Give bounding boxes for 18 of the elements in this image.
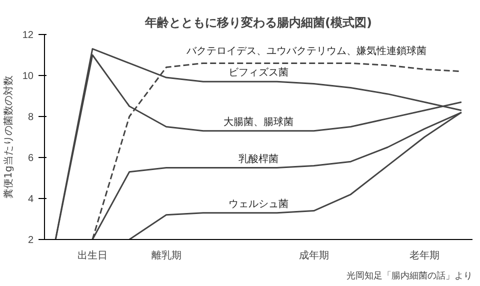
series-label: ウェルシュ菌 [228,198,288,210]
series-label: 乳酸桿菌 [238,152,278,165]
series-label: ビフィズス菌 [228,66,288,79]
x-tick-label: 出生日 [77,250,108,262]
x-tick-label: 老年期 [410,250,440,262]
y-tick-label: 2 [28,235,34,246]
y-axis-title: 糞便1g当たりの菌数の対数 [2,76,14,198]
x-tick-label: 離乳期 [151,250,182,262]
y-tick-label: 10 [22,71,34,82]
y-tick-label: 8 [28,112,34,123]
series-label: 大腸菌、腸球菌 [224,116,294,128]
y-tick-label: 12 [22,30,34,41]
text: 光岡知足「腸内細菌の話」より [346,270,472,282]
x-tick-label: 成年期 [298,250,329,262]
y-tick-label: 4 [28,194,34,205]
y-tick-label: 6 [28,153,34,164]
chart-title: 年齢とともに移り変わる腸内細菌(模式図) [144,16,372,30]
series-label: バクテロイデス、ユウバクテリウム、嫌気性連鎖球菌 [185,45,426,58]
